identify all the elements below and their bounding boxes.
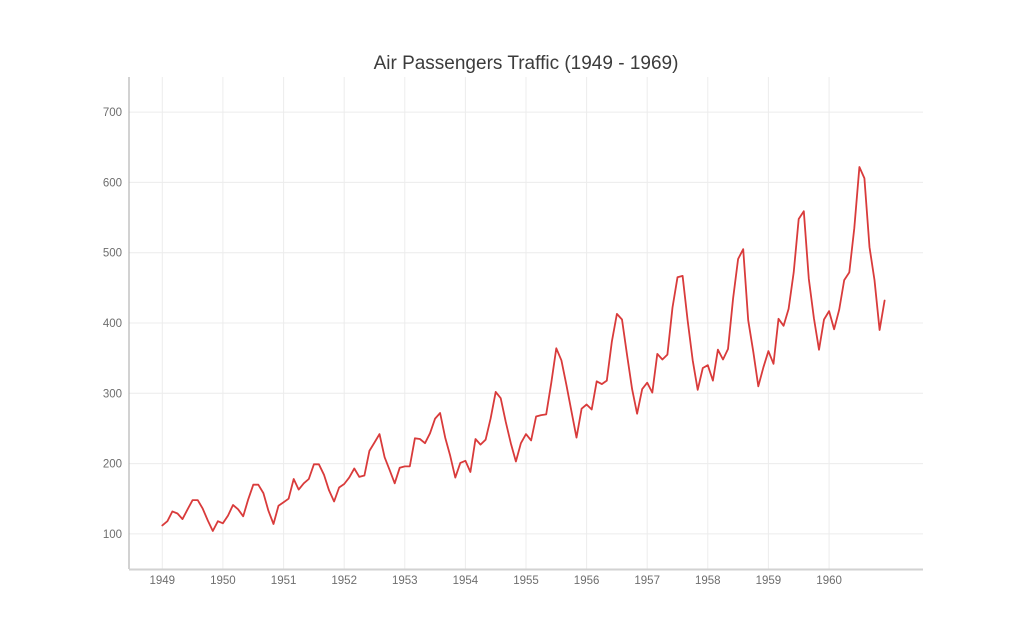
x-tick-label: 1954	[453, 575, 479, 587]
chart-title: Air Passengers Traffic (1949 - 1969)	[374, 53, 679, 74]
y-tick-label: 100	[103, 529, 122, 541]
y-tick-label: 300	[103, 388, 122, 400]
y-tick-label: 400	[103, 318, 122, 330]
x-tick-label: 1958	[695, 575, 721, 587]
axis-layer	[128, 77, 923, 571]
x-tick-label: 1949	[150, 575, 176, 587]
y-tick-label: 600	[103, 177, 122, 189]
x-tick-label: 1959	[756, 575, 782, 587]
x-tick-label: 1957	[634, 575, 660, 587]
x-tick-label: 1955	[513, 575, 539, 587]
y-tick-label: 700	[103, 107, 122, 119]
x-tick-label: 1950	[210, 575, 236, 587]
x-tick-label: 1956	[574, 575, 600, 587]
y-tick-label: 200	[103, 459, 122, 471]
x-tick-label: 1960	[816, 575, 842, 587]
y-tick-label: 500	[103, 248, 122, 260]
x-tick-label: 1952	[331, 575, 357, 587]
x-tick-label: 1951	[271, 575, 297, 587]
passengers-line-series	[161, 166, 886, 532]
grid-layer	[129, 77, 923, 569]
tick-label-layer: 1949 1950 1951 1952 1953 1954 1955 1956 1957 1958…	[103, 107, 842, 587]
x-tick-label: 1953	[392, 575, 418, 587]
series-layer	[161, 166, 886, 532]
